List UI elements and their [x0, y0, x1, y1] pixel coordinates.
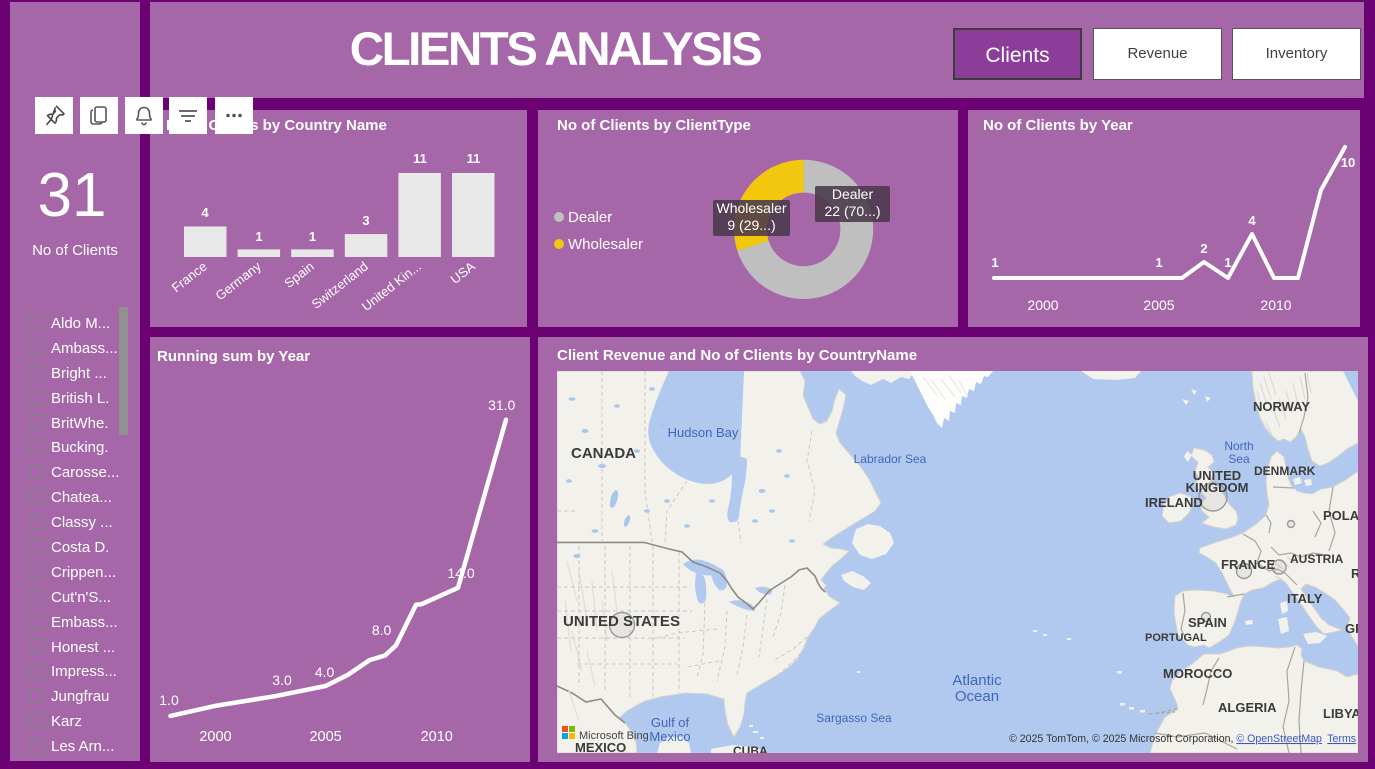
svg-text:United Kin...: United Kin...	[359, 259, 424, 314]
svg-text:Sargasso Sea: Sargasso Sea	[816, 711, 892, 725]
svg-text:Ocean: Ocean	[955, 688, 999, 705]
svg-text:2005: 2005	[1143, 297, 1174, 313]
svg-text:Mexico: Mexico	[649, 729, 690, 744]
svg-text:31.0: 31.0	[488, 397, 515, 413]
svg-text:ALGERIA: ALGERIA	[1218, 700, 1277, 715]
svg-text:ITALY: ITALY	[1287, 591, 1323, 606]
svg-text:UNITED: UNITED	[1193, 468, 1241, 483]
svg-text:1: 1	[1224, 255, 1231, 270]
svg-text:1: 1	[991, 255, 998, 270]
svg-text:KINGDOM: KINGDOM	[1186, 480, 1249, 495]
svg-text:SPAIN: SPAIN	[1188, 615, 1227, 630]
svg-text:R: R	[1351, 566, 1358, 581]
svg-text:1: 1	[309, 229, 316, 244]
svg-text:Gulf of: Gulf of	[651, 715, 690, 730]
svg-text:3.0: 3.0	[272, 672, 292, 688]
svg-text:2010: 2010	[1260, 297, 1291, 313]
svg-text:LIBYA: LIBYA	[1323, 706, 1358, 721]
svg-text:4.0: 4.0	[315, 664, 335, 680]
svg-text:1.0: 1.0	[159, 692, 179, 708]
svg-text:UNITED STATES: UNITED STATES	[563, 613, 680, 630]
svg-text:PORTUGAL: PORTUGAL	[1145, 632, 1207, 644]
svg-text:2000: 2000	[199, 729, 231, 745]
svg-text:11: 11	[467, 151, 481, 166]
svg-text:Atlantic: Atlantic	[952, 672, 1002, 689]
svg-text:Labrador Sea: Labrador Sea	[854, 452, 927, 466]
svg-text:DENMARK: DENMARK	[1254, 464, 1316, 478]
svg-text:Germany: Germany	[212, 258, 264, 303]
svg-text:1: 1	[1155, 255, 1162, 270]
svg-text:11: 11	[413, 151, 427, 166]
svg-text:Microsoft Bing: Microsoft Bing	[579, 730, 649, 742]
svg-text:North: North	[1224, 439, 1253, 453]
svg-text:AUSTRIA: AUSTRIA	[1290, 552, 1344, 566]
svg-text:IRELAND: IRELAND	[1145, 495, 1203, 510]
svg-text:France: France	[169, 259, 210, 296]
svg-text:8.0: 8.0	[372, 622, 392, 638]
svg-text:Hudson Bay: Hudson Bay	[668, 425, 739, 440]
svg-text:© 2025 TomTom, © 2025 Microsof: © 2025 TomTom, © 2025 Microsoft Corporat…	[1009, 733, 1356, 745]
svg-text:POLAN: POLAN	[1323, 508, 1358, 523]
svg-text:4: 4	[1248, 213, 1256, 228]
svg-text:USA: USA	[448, 258, 479, 286]
svg-text:3: 3	[362, 213, 369, 228]
svg-text:Spain: Spain	[281, 259, 316, 291]
svg-text:Sea: Sea	[1228, 452, 1250, 466]
svg-text:FRANCE: FRANCE	[1221, 557, 1275, 572]
svg-text:10: 10	[1341, 155, 1355, 170]
svg-text:2005: 2005	[309, 729, 341, 745]
svg-text:NORWAY: NORWAY	[1253, 399, 1310, 414]
svg-text:1: 1	[255, 229, 262, 244]
svg-text:2: 2	[1200, 241, 1207, 256]
svg-text:4: 4	[201, 205, 209, 220]
svg-text:2010: 2010	[421, 729, 453, 745]
svg-text:CANADA: CANADA	[571, 445, 636, 462]
svg-text:CUBA: CUBA	[733, 744, 768, 753]
svg-text:2000: 2000	[1027, 297, 1058, 313]
svg-text:MOROCCO: MOROCCO	[1163, 666, 1232, 681]
svg-text:MEXICO: MEXICO	[575, 740, 626, 753]
svg-text:GR: GR	[1345, 621, 1358, 636]
svg-text:14.0: 14.0	[447, 565, 474, 581]
